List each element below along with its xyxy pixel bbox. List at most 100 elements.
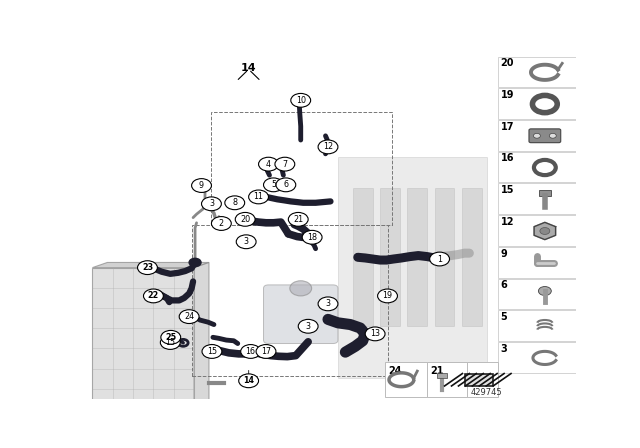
Text: 9: 9 <box>199 181 204 190</box>
Circle shape <box>202 345 222 358</box>
Text: 17: 17 <box>500 122 514 132</box>
Text: 5: 5 <box>271 181 276 190</box>
Text: 1: 1 <box>437 254 442 263</box>
Polygon shape <box>534 222 556 240</box>
Text: 6: 6 <box>284 181 289 190</box>
Text: 18: 18 <box>307 233 317 242</box>
Bar <box>428 362 467 397</box>
Circle shape <box>264 178 284 192</box>
Bar <box>353 188 372 326</box>
Text: 25: 25 <box>165 333 177 342</box>
Bar <box>385 362 428 397</box>
Text: 7: 7 <box>282 159 287 168</box>
Polygon shape <box>194 263 209 409</box>
Text: 15: 15 <box>500 185 514 195</box>
Circle shape <box>291 94 310 107</box>
Polygon shape <box>92 263 209 267</box>
Text: 16: 16 <box>246 347 255 356</box>
Polygon shape <box>465 374 493 386</box>
Text: 14: 14 <box>243 376 254 385</box>
Text: 2: 2 <box>219 219 224 228</box>
Text: 24: 24 <box>184 312 194 321</box>
Text: 17: 17 <box>261 347 271 356</box>
Circle shape <box>138 261 157 275</box>
FancyBboxPatch shape <box>437 372 447 378</box>
Circle shape <box>549 134 556 138</box>
Bar <box>498 56 576 87</box>
Bar <box>462 188 482 326</box>
Text: 12: 12 <box>323 142 333 151</box>
Bar <box>380 188 400 326</box>
Text: 5: 5 <box>500 312 508 322</box>
Text: 10: 10 <box>296 96 306 105</box>
Text: 23: 23 <box>142 263 153 272</box>
Bar <box>498 120 576 151</box>
Bar <box>498 215 576 246</box>
Text: 22: 22 <box>148 291 159 301</box>
FancyBboxPatch shape <box>264 285 338 344</box>
Bar <box>498 88 576 119</box>
Text: 6: 6 <box>500 280 508 290</box>
Bar <box>498 152 576 182</box>
Text: 20: 20 <box>500 58 514 68</box>
FancyBboxPatch shape <box>539 190 551 197</box>
Text: 21: 21 <box>430 366 444 376</box>
Text: 24: 24 <box>388 366 401 376</box>
Circle shape <box>179 310 199 323</box>
Circle shape <box>298 319 318 333</box>
Text: 21: 21 <box>293 215 303 224</box>
Circle shape <box>191 179 211 193</box>
Bar <box>435 188 454 326</box>
Polygon shape <box>92 267 194 409</box>
Text: 19: 19 <box>383 291 392 301</box>
Text: 16: 16 <box>500 154 514 164</box>
Circle shape <box>302 230 322 244</box>
Circle shape <box>161 336 180 349</box>
Circle shape <box>276 178 296 192</box>
Circle shape <box>429 252 449 266</box>
Circle shape <box>259 157 278 171</box>
Text: 3: 3 <box>244 237 249 246</box>
Bar <box>191 224 388 376</box>
Bar <box>498 342 576 373</box>
Circle shape <box>290 281 312 296</box>
Circle shape <box>161 331 180 344</box>
Circle shape <box>249 190 269 204</box>
Text: 11: 11 <box>253 193 264 202</box>
Circle shape <box>256 345 276 358</box>
Circle shape <box>189 258 201 267</box>
Text: 15: 15 <box>165 338 175 347</box>
Text: 19: 19 <box>500 90 514 100</box>
Bar <box>498 184 576 214</box>
Bar <box>498 279 576 310</box>
Text: 20: 20 <box>240 215 250 224</box>
Text: 8: 8 <box>232 198 237 207</box>
Bar <box>498 310 576 341</box>
Circle shape <box>143 289 163 303</box>
Text: 4: 4 <box>266 159 271 168</box>
FancyBboxPatch shape <box>529 129 561 142</box>
Circle shape <box>318 297 338 311</box>
Circle shape <box>318 140 338 154</box>
Circle shape <box>534 134 540 138</box>
Text: 3: 3 <box>306 322 310 331</box>
Bar <box>211 112 392 224</box>
Circle shape <box>378 289 397 303</box>
Circle shape <box>236 235 256 249</box>
Circle shape <box>540 228 550 234</box>
Text: 9: 9 <box>500 249 508 258</box>
Circle shape <box>213 218 227 228</box>
Circle shape <box>211 216 231 230</box>
Bar <box>498 247 576 278</box>
Circle shape <box>225 196 244 210</box>
Circle shape <box>202 197 221 211</box>
Polygon shape <box>338 157 487 378</box>
Text: 13: 13 <box>370 329 380 338</box>
Text: 3: 3 <box>500 344 508 354</box>
Circle shape <box>241 345 260 358</box>
Text: 3: 3 <box>326 299 330 308</box>
Bar <box>467 362 498 397</box>
Text: 15: 15 <box>207 347 217 356</box>
Text: 12: 12 <box>500 217 514 227</box>
Circle shape <box>236 212 255 226</box>
